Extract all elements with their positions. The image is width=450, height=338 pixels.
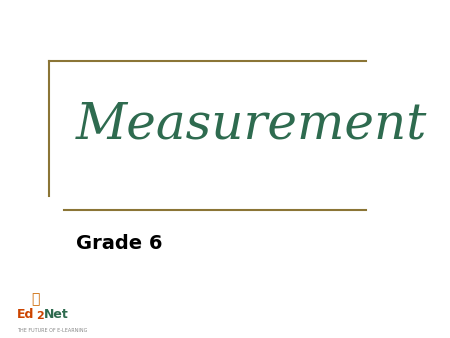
- Text: 🌿: 🌿: [32, 292, 40, 306]
- Text: 2: 2: [36, 311, 44, 321]
- Text: Net: Net: [44, 308, 68, 321]
- Text: Grade 6: Grade 6: [76, 234, 162, 253]
- Text: Measurement: Measurement: [76, 100, 427, 150]
- Text: THE FUTURE OF E-LEARNING: THE FUTURE OF E-LEARNING: [17, 328, 87, 333]
- Text: Ed: Ed: [17, 308, 34, 321]
